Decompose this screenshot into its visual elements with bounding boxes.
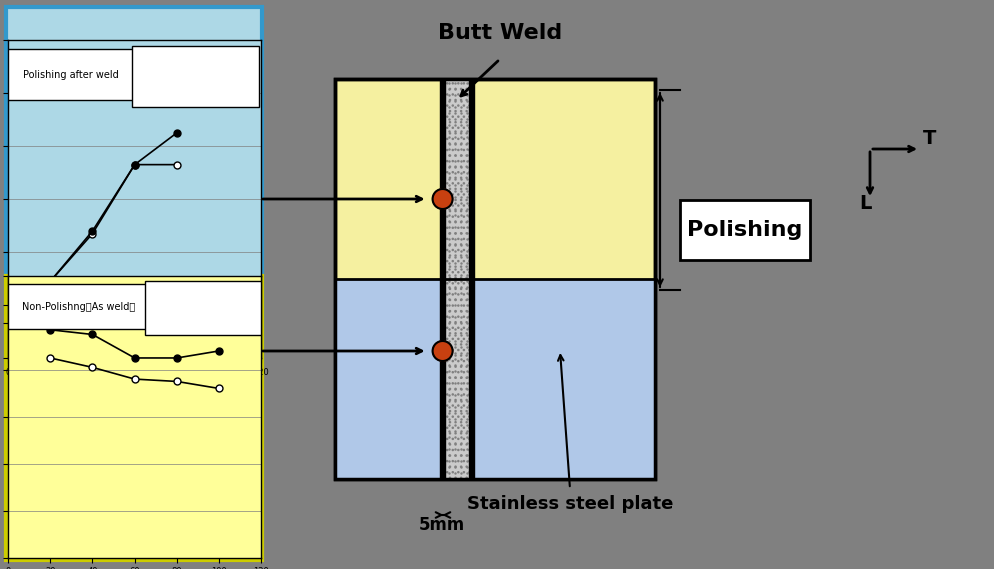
Bar	[468, 79, 473, 479]
Text: 5mm: 5mm	[418, 516, 465, 534]
Bar	[439, 79, 444, 479]
Bar	[443, 79, 469, 479]
Bar	[443, 79, 469, 479]
Text: Stainless steel plate: Stainless steel plate	[467, 495, 673, 513]
: $\sigma_L$: (20, -310): $\sigma_L$: (20, -310)	[45, 278, 57, 285]
Text: : $\sigma_L$: : $\sigma_L$	[173, 287, 191, 299]
Line: : $\sigma_T$: : $\sigma_T$	[5, 129, 180, 341]
Text: : $\sigma_T$: : $\sigma_T$	[160, 79, 179, 90]
Line: : $\sigma_L$: : $\sigma_L$	[5, 161, 180, 330]
Bar	[335, 279, 655, 479]
: $\sigma_T$: (40, 350): $\sigma_T$: (40, 350)	[86, 331, 98, 338]
: $\sigma_T$: (20, -310): $\sigma_T$: (20, -310)	[45, 278, 57, 285]
Text: Non-Polishng（As weld）: Non-Polishng（As weld）	[22, 302, 135, 312]
: $\sigma_T$: (60, 250): $\sigma_T$: (60, 250)	[129, 354, 141, 361]
FancyBboxPatch shape	[132, 46, 258, 107]
Bar	[335, 79, 655, 479]
: $\sigma_L$: (20, 250): $\sigma_L$: (20, 250)	[45, 354, 57, 361]
: $\sigma_T$: (20, 370): $\sigma_T$: (20, 370)	[45, 327, 57, 333]
: $\sigma_L$: (60, 130): $\sigma_L$: (60, 130)	[129, 161, 141, 168]
Circle shape	[432, 341, 452, 361]
: $\sigma_T$: (40, -120): $\sigma_T$: (40, -120)	[86, 228, 98, 234]
Text: T: T	[923, 129, 936, 148]
FancyBboxPatch shape	[8, 50, 135, 100]
Text: : $\sigma_T$: : $\sigma_T$	[173, 310, 192, 321]
: $\sigma_T$: (80, 250): $\sigma_T$: (80, 250)	[171, 129, 183, 136]
FancyBboxPatch shape	[145, 282, 261, 335]
: $\sigma_T$: (60, 130): $\sigma_T$: (60, 130)	[129, 161, 141, 168]
Line: : $\sigma_L$: : $\sigma_L$	[47, 354, 223, 392]
Text: Polishing after weld: Polishing after weld	[24, 70, 119, 80]
: $\sigma_L$: (40, 210): $\sigma_L$: (40, 210)	[86, 364, 98, 371]
: $\sigma_L$: (100, 120): $\sigma_L$: (100, 120)	[214, 385, 226, 392]
Line: : $\sigma_T$: : $\sigma_T$	[47, 326, 223, 361]
Text: L: L	[859, 194, 871, 213]
X-axis label: Depth from surface (μm): Depth from surface (μm)	[74, 383, 196, 393]
: $\sigma_L$: (80, 130): $\sigma_L$: (80, 130)	[171, 161, 183, 168]
: $\sigma_T$: (0, -520): $\sigma_T$: (0, -520)	[2, 334, 14, 341]
: $\sigma_T$: (100, 280): $\sigma_T$: (100, 280)	[214, 348, 226, 354]
: $\sigma_T$: (80, 250): $\sigma_T$: (80, 250)	[171, 354, 183, 361]
Circle shape	[432, 189, 452, 209]
: $\sigma_L$: (60, 160): $\sigma_L$: (60, 160)	[129, 376, 141, 382]
: $\sigma_L$: (40, -130): $\sigma_L$: (40, -130)	[86, 230, 98, 237]
Bar	[680, 200, 810, 260]
: $\sigma_L$: (0, -480): $\sigma_L$: (0, -480)	[2, 323, 14, 330]
Bar	[335, 79, 655, 479]
Text: Polishing: Polishing	[687, 220, 803, 240]
: $\sigma_L$: (80, 150): $\sigma_L$: (80, 150)	[171, 378, 183, 385]
Bar	[443, 79, 469, 479]
Text: Butt Weld: Butt Weld	[438, 23, 563, 43]
Text: : $\sigma_L$: : $\sigma_L$	[160, 53, 178, 65]
FancyBboxPatch shape	[8, 284, 152, 329]
